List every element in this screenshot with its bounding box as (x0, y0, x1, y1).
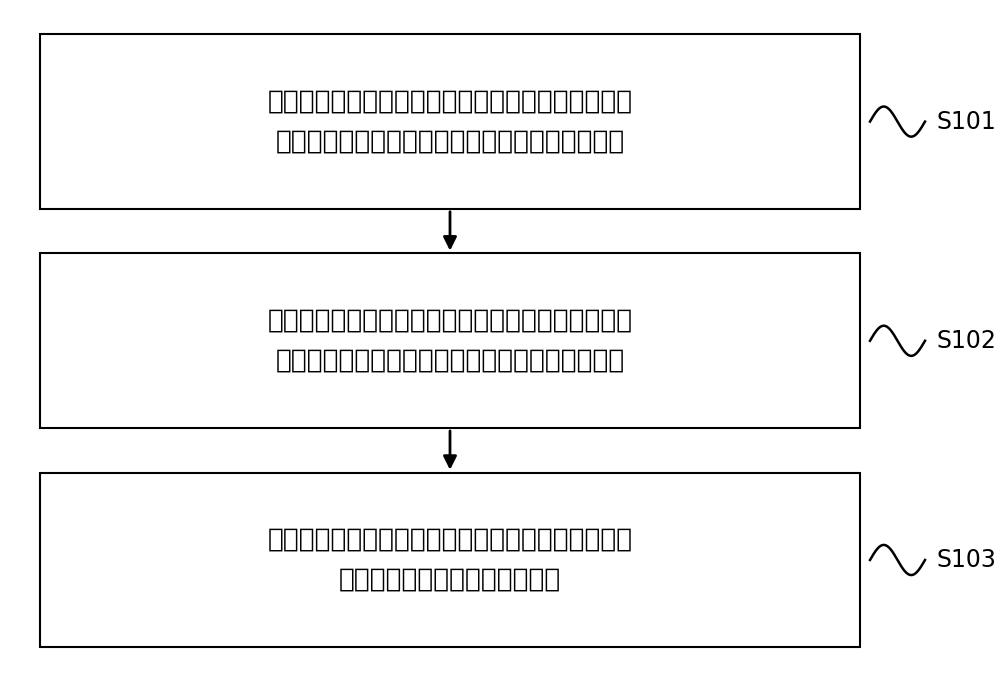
Text: 根据所述风扇摆头当前的转动角度和预设的目标转动
角度，控制所述风扇摆头的转动: 根据所述风扇摆头当前的转动角度和预设的目标转动 角度，控制所述风扇摆头的转动 (267, 527, 633, 593)
Text: 采集所述角度反馈装置输出的参数；其中，所述角度
反馈装置输出的参数随所述风扇摆头的转动而变化: 采集所述角度反馈装置输出的参数；其中，所述角度 反馈装置输出的参数随所述风扇摆头… (267, 88, 633, 155)
FancyBboxPatch shape (40, 473, 860, 647)
Text: 根据所述角度反馈装置输出的参数和预设的参数与角
度的关联关系，计算所述风扇摆头当前的转动角度: 根据所述角度反馈装置输出的参数和预设的参数与角 度的关联关系，计算所述风扇摆头当… (267, 308, 633, 374)
FancyBboxPatch shape (40, 253, 860, 428)
FancyBboxPatch shape (40, 34, 860, 209)
Text: S102: S102 (937, 329, 997, 353)
Text: S103: S103 (937, 548, 997, 572)
Text: S101: S101 (937, 110, 997, 134)
